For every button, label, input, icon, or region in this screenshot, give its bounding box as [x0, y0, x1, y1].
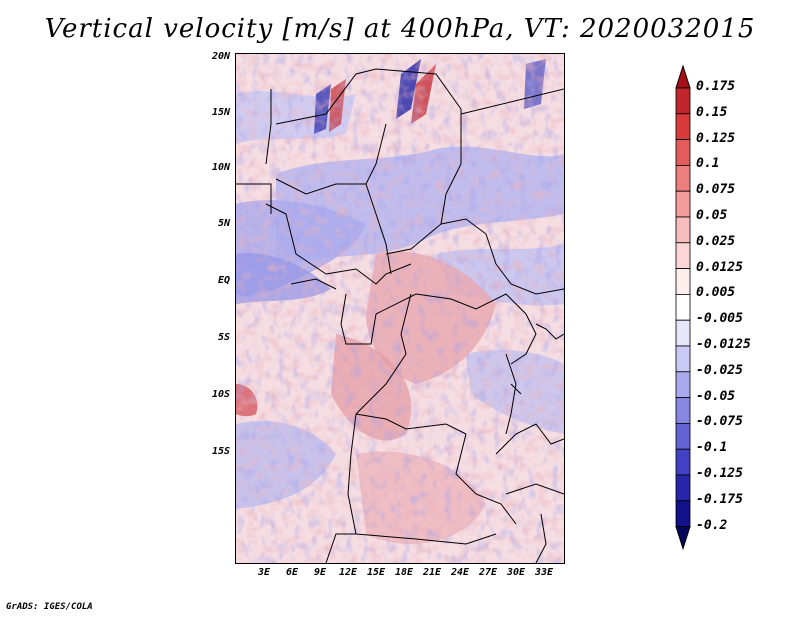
- lat-label-10s: 10S: [211, 389, 230, 400]
- colorbar-bin: [675, 500, 691, 527]
- colorbar-label: -0.05: [696, 388, 736, 404]
- vertical-velocity-field: [236, 54, 564, 563]
- colorbar-label: -0.2: [696, 517, 728, 533]
- lon-label-27e: 27E: [478, 567, 498, 578]
- lat-label-10n: 10N: [211, 162, 230, 173]
- colorbar-bin: [675, 87, 691, 115]
- lon-label-33e: 33E: [534, 567, 554, 578]
- colorbar-label: -0.005: [696, 311, 743, 327]
- colorbar-bin: [675, 190, 691, 218]
- lat-label-20n: 20N: [211, 51, 230, 62]
- lon-label-6e: 6E: [285, 567, 299, 578]
- chart-title: Vertical velocity [m/s] at 400hPa, VT: 2…: [44, 14, 756, 44]
- colorbar-label: 0.05: [696, 208, 728, 223]
- colorbar-bin: [675, 371, 691, 398]
- colorbar-bin: [675, 448, 691, 476]
- colorbar-label: 0.125: [696, 130, 736, 146]
- lon-label-18e: 18E: [394, 567, 414, 578]
- colorbar-label: -0.125: [696, 466, 743, 481]
- colorbar-bin: [675, 422, 691, 450]
- colorbar-max-triangle: [675, 64, 691, 89]
- colorbar-label: -0.0125: [696, 337, 751, 352]
- lat-label-eq: EQ: [217, 275, 230, 286]
- lat-label-5n: 5N: [217, 218, 230, 229]
- colorbar-label: 0.005: [696, 285, 736, 301]
- lon-label-3e: 3E: [257, 567, 271, 578]
- credit-text: GrADS: IGES/COLA: [6, 602, 93, 612]
- colorbar-label: 0.15: [696, 104, 728, 120]
- colorbar-label: 0.175: [696, 79, 736, 94]
- lon-label-15e: 15E: [366, 567, 386, 578]
- colorbar-bin: [675, 397, 691, 424]
- colorbar-bin: [675, 139, 691, 166]
- colorbar: [675, 64, 691, 551]
- lat-label-15s: 15S: [211, 446, 230, 457]
- colorbar-label: 0.025: [696, 233, 736, 249]
- colorbar-label: -0.075: [696, 414, 743, 430]
- colorbar-bin: [675, 268, 691, 295]
- colorbar-min-triangle: [675, 526, 691, 551]
- lat-label-5s: 5S: [217, 332, 230, 343]
- country-borders: [236, 68, 564, 563]
- colorbar-bin: [675, 319, 691, 347]
- colorbar-bin: [675, 165, 691, 192]
- lon-label-21e: 21E: [422, 567, 442, 578]
- lon-label-30e: 30E: [506, 567, 526, 578]
- colorbar-label: -0.175: [696, 491, 743, 507]
- colorbar-label: 0.1: [696, 156, 720, 172]
- colorbar-label: -0.025: [696, 362, 743, 378]
- lon-label-24e: 24E: [450, 567, 470, 578]
- colorbar-bin: [675, 242, 691, 270]
- lat-label-15n: 15N: [211, 107, 230, 118]
- colorbar-label: 0.0125: [696, 259, 743, 275]
- colorbar-bin: [675, 216, 691, 244]
- lon-label-9e: 9E: [313, 567, 327, 578]
- map-panel: [235, 53, 565, 564]
- colorbar-bin: [675, 474, 691, 502]
- colorbar-label: -0.1: [696, 440, 728, 456]
- lon-label-12e: 12E: [338, 567, 358, 578]
- colorbar-bin: [675, 293, 691, 321]
- colorbar-bin: [675, 345, 691, 373]
- colorbar-label: 0.075: [696, 182, 736, 198]
- colorbar-bin: [675, 113, 691, 140]
